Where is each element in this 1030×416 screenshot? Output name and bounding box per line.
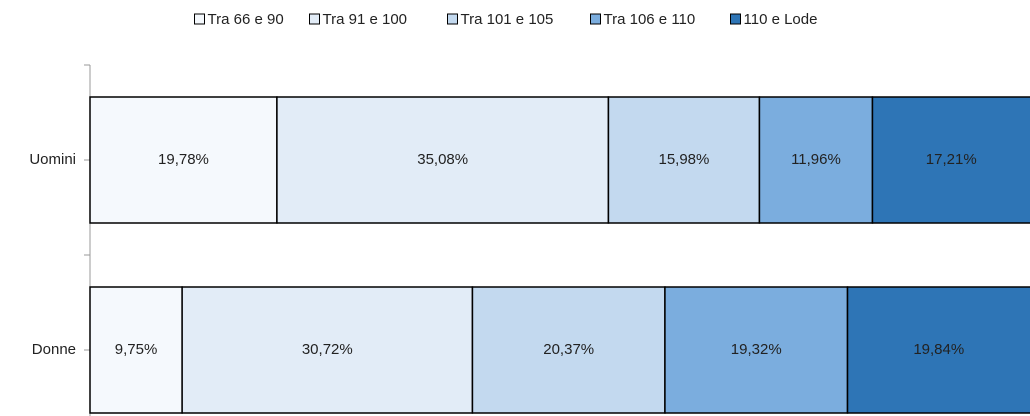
data-label: 11,96% — [791, 151, 841, 168]
data-label: 9,75% — [115, 341, 158, 358]
legend-swatch — [730, 13, 741, 25]
bar-segment — [181, 286, 474, 414]
bar-segment — [846, 286, 1030, 414]
y-tick-label: Donne — [32, 341, 76, 358]
legend-label: Tra 66 e 90 — [208, 11, 284, 28]
bar-segment — [276, 96, 610, 224]
legend-label: Tra 101 e 105 — [461, 11, 554, 28]
data-label: 30,72% — [302, 341, 353, 358]
bar-segment — [607, 96, 761, 224]
legend-label: Tra 91 e 100 — [323, 11, 408, 28]
bar-segment — [89, 286, 183, 414]
data-label: 15,98% — [658, 151, 709, 168]
legend-swatch — [590, 13, 601, 25]
legend-swatch — [309, 13, 320, 25]
bar-segment — [664, 286, 849, 414]
data-label: 17,21% — [926, 151, 977, 168]
legend-swatch — [447, 13, 458, 25]
legend-label: 110 e Lode — [744, 11, 818, 28]
data-label: 19,84% — [913, 341, 964, 358]
legend-swatch — [194, 13, 205, 25]
data-label: 35,08% — [417, 151, 468, 168]
bar-segment — [89, 96, 278, 224]
data-label: 20,37% — [543, 341, 594, 358]
bar-segment — [471, 286, 666, 414]
bar-segment — [758, 96, 874, 224]
data-label: 19,78% — [158, 151, 209, 168]
y-tick-label: Uomini — [29, 151, 76, 168]
bar-segment — [871, 96, 1030, 224]
data-label: 19,32% — [731, 341, 782, 358]
legend-label: Tra 106 e 110 — [604, 11, 696, 28]
